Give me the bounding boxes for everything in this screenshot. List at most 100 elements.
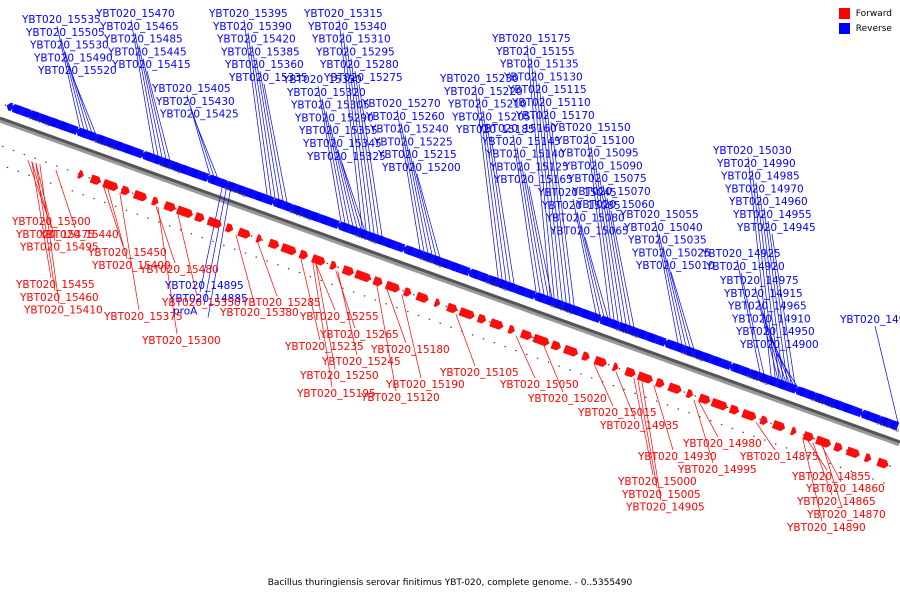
reverse-gene-label: YBT020_15505 <box>25 27 105 39</box>
gene-labels-group: YBT020_15535YBT020_15505YBT020_15530YBT0… <box>11 8 900 534</box>
forward-gene-label: YBT020_15120 <box>360 392 440 404</box>
reverse-leader-line <box>528 186 553 300</box>
reverse-leader-line <box>338 19 363 232</box>
gene-arrow <box>6 102 14 112</box>
gene-arrow <box>659 337 667 347</box>
gene-arrow <box>237 227 251 239</box>
reverse-gene-label: YBT020_14965 <box>727 301 807 313</box>
forward-gene-label: YBT020_15015 <box>577 407 657 419</box>
forward-leader-line <box>755 421 776 451</box>
gene-arrow <box>446 302 458 314</box>
forward-leader-line <box>55 169 76 229</box>
legend-forward: Forward <box>838 8 892 19</box>
reverse-gene-label: YBT020_14940 <box>839 314 900 326</box>
reverse-leader-line <box>602 185 627 327</box>
gene-arrow <box>519 329 533 341</box>
gene-arrow <box>354 269 372 283</box>
gene-arrow <box>562 344 579 357</box>
reverse-gene-label: YBT020_15140 <box>485 149 565 161</box>
reverse-gene-label: YBT020_15220 <box>443 86 523 98</box>
reverse-leader-line <box>341 162 366 233</box>
reverse-gene-label: YBT020_15225 <box>373 136 453 148</box>
forward-leader-line <box>31 161 52 279</box>
forward-leader-line <box>455 313 476 367</box>
reverse-gene-label: YBT020_15315 <box>303 8 383 20</box>
reverse-leader-line <box>138 45 163 160</box>
reverse-leader-line <box>207 184 232 318</box>
forward-leader-line <box>653 385 674 451</box>
reverse-gene-label: YBT020_15215 <box>377 149 457 161</box>
reverse-gene-label: YBT020_15470 <box>95 8 175 20</box>
forward-gene-label: YBT020_14860 <box>805 483 885 495</box>
gene-arrow <box>890 420 900 431</box>
gene-arrow <box>710 397 728 411</box>
gene-arrow <box>636 371 653 384</box>
reverse-gene-label: YBT020_15155 <box>495 46 575 58</box>
reverse-gene-label: YBT020_15185 <box>455 124 535 136</box>
gene-arrow <box>224 223 234 233</box>
gene-arrow <box>280 243 297 256</box>
reverse-gene-label: YBT020_15485 <box>103 34 183 46</box>
gene-arrow <box>255 234 263 243</box>
gene-arrow <box>267 196 275 206</box>
reverse-gene-label: YBT020_15340 <box>307 21 387 33</box>
reverse-gene-label: YBT020_15100 <box>555 135 635 147</box>
reverse-gene-label: YBT020_15290 <box>294 112 374 124</box>
reverse-gene-label: YBT020_15465 <box>99 21 179 33</box>
reverse-gene-label: YBT020_15210 <box>447 99 527 111</box>
reverse-gene-label: YBT020_15135 <box>499 59 579 71</box>
gene-arrow <box>728 404 740 415</box>
reverse-gene-label: YBT020_15175 <box>491 33 571 45</box>
reverse-leader-line <box>194 120 219 180</box>
gene-arrow <box>863 453 872 463</box>
reverse-leader-line <box>247 32 272 199</box>
genome-backbone <box>0 116 900 444</box>
gene-arrow <box>402 287 412 297</box>
reverse-gene-label: YBT020_14915 <box>723 288 803 300</box>
reverse-gene-label: YBT020_15360 <box>224 59 304 71</box>
forward-leader-line <box>543 345 564 393</box>
reverse-gene-label: YBT020_15385 <box>220 46 300 58</box>
reverse-leader-line <box>60 38 85 132</box>
forward-leader-line <box>376 285 397 392</box>
gene-arrow <box>790 384 798 394</box>
gene-arrow <box>550 340 561 351</box>
reverse-gene-label: YBT020_14985 <box>720 171 800 183</box>
reverse-leader-line <box>550 121 575 308</box>
reverse-gene-label: YBT020_15150 <box>551 122 631 134</box>
gene-arrow <box>845 446 860 459</box>
legend: Forward Reverse <box>838 8 892 38</box>
reverse-leader-line <box>416 173 441 260</box>
reverse-gene-label: YBT020_14895 <box>164 280 244 292</box>
forward-gene-label: YBT020_14865 <box>796 496 876 508</box>
reverse-gene-label: YBT020_15535 <box>21 14 101 26</box>
reverse-gene-label: YBT020_15125 <box>489 161 569 173</box>
forward-leader-line <box>615 371 636 420</box>
reverse-leader-line <box>474 84 499 281</box>
gene-arrow <box>194 212 205 223</box>
forward-gene-label: YBT020_15250 <box>299 370 379 382</box>
reverse-leader-line <box>243 19 268 198</box>
gene-arrow <box>581 351 590 361</box>
gene-arrow <box>532 333 550 347</box>
gene-arrow <box>698 393 711 405</box>
gene-arrow <box>489 318 504 330</box>
gene-arrow <box>611 362 619 372</box>
forward-leader-line <box>802 438 823 522</box>
forward-gene-label: YBT020_15195 <box>296 388 376 400</box>
genome-axis-group <box>0 104 900 484</box>
reverse-gene-label: YBT020_15305 <box>290 100 370 112</box>
forward-gene-label: YBT020_15000 <box>617 476 697 488</box>
gene-arrow <box>102 178 119 192</box>
reverse-leader-line <box>658 233 683 347</box>
reverse-gene-label: YBT020_15270 <box>361 98 441 110</box>
forward-gene-label: YBT020_14870 <box>806 509 886 521</box>
reverse-leader-line <box>199 181 224 293</box>
forward-gene-label: YBT020_15480 <box>139 264 219 276</box>
reverse-leader-line <box>758 299 783 383</box>
gene-arrow <box>856 408 863 418</box>
gene-arrow <box>529 290 536 300</box>
forward-leader-line <box>39 164 60 304</box>
reverse-gene-label: YBT020_15445 <box>107 46 187 58</box>
forward-leader-line <box>641 380 662 501</box>
